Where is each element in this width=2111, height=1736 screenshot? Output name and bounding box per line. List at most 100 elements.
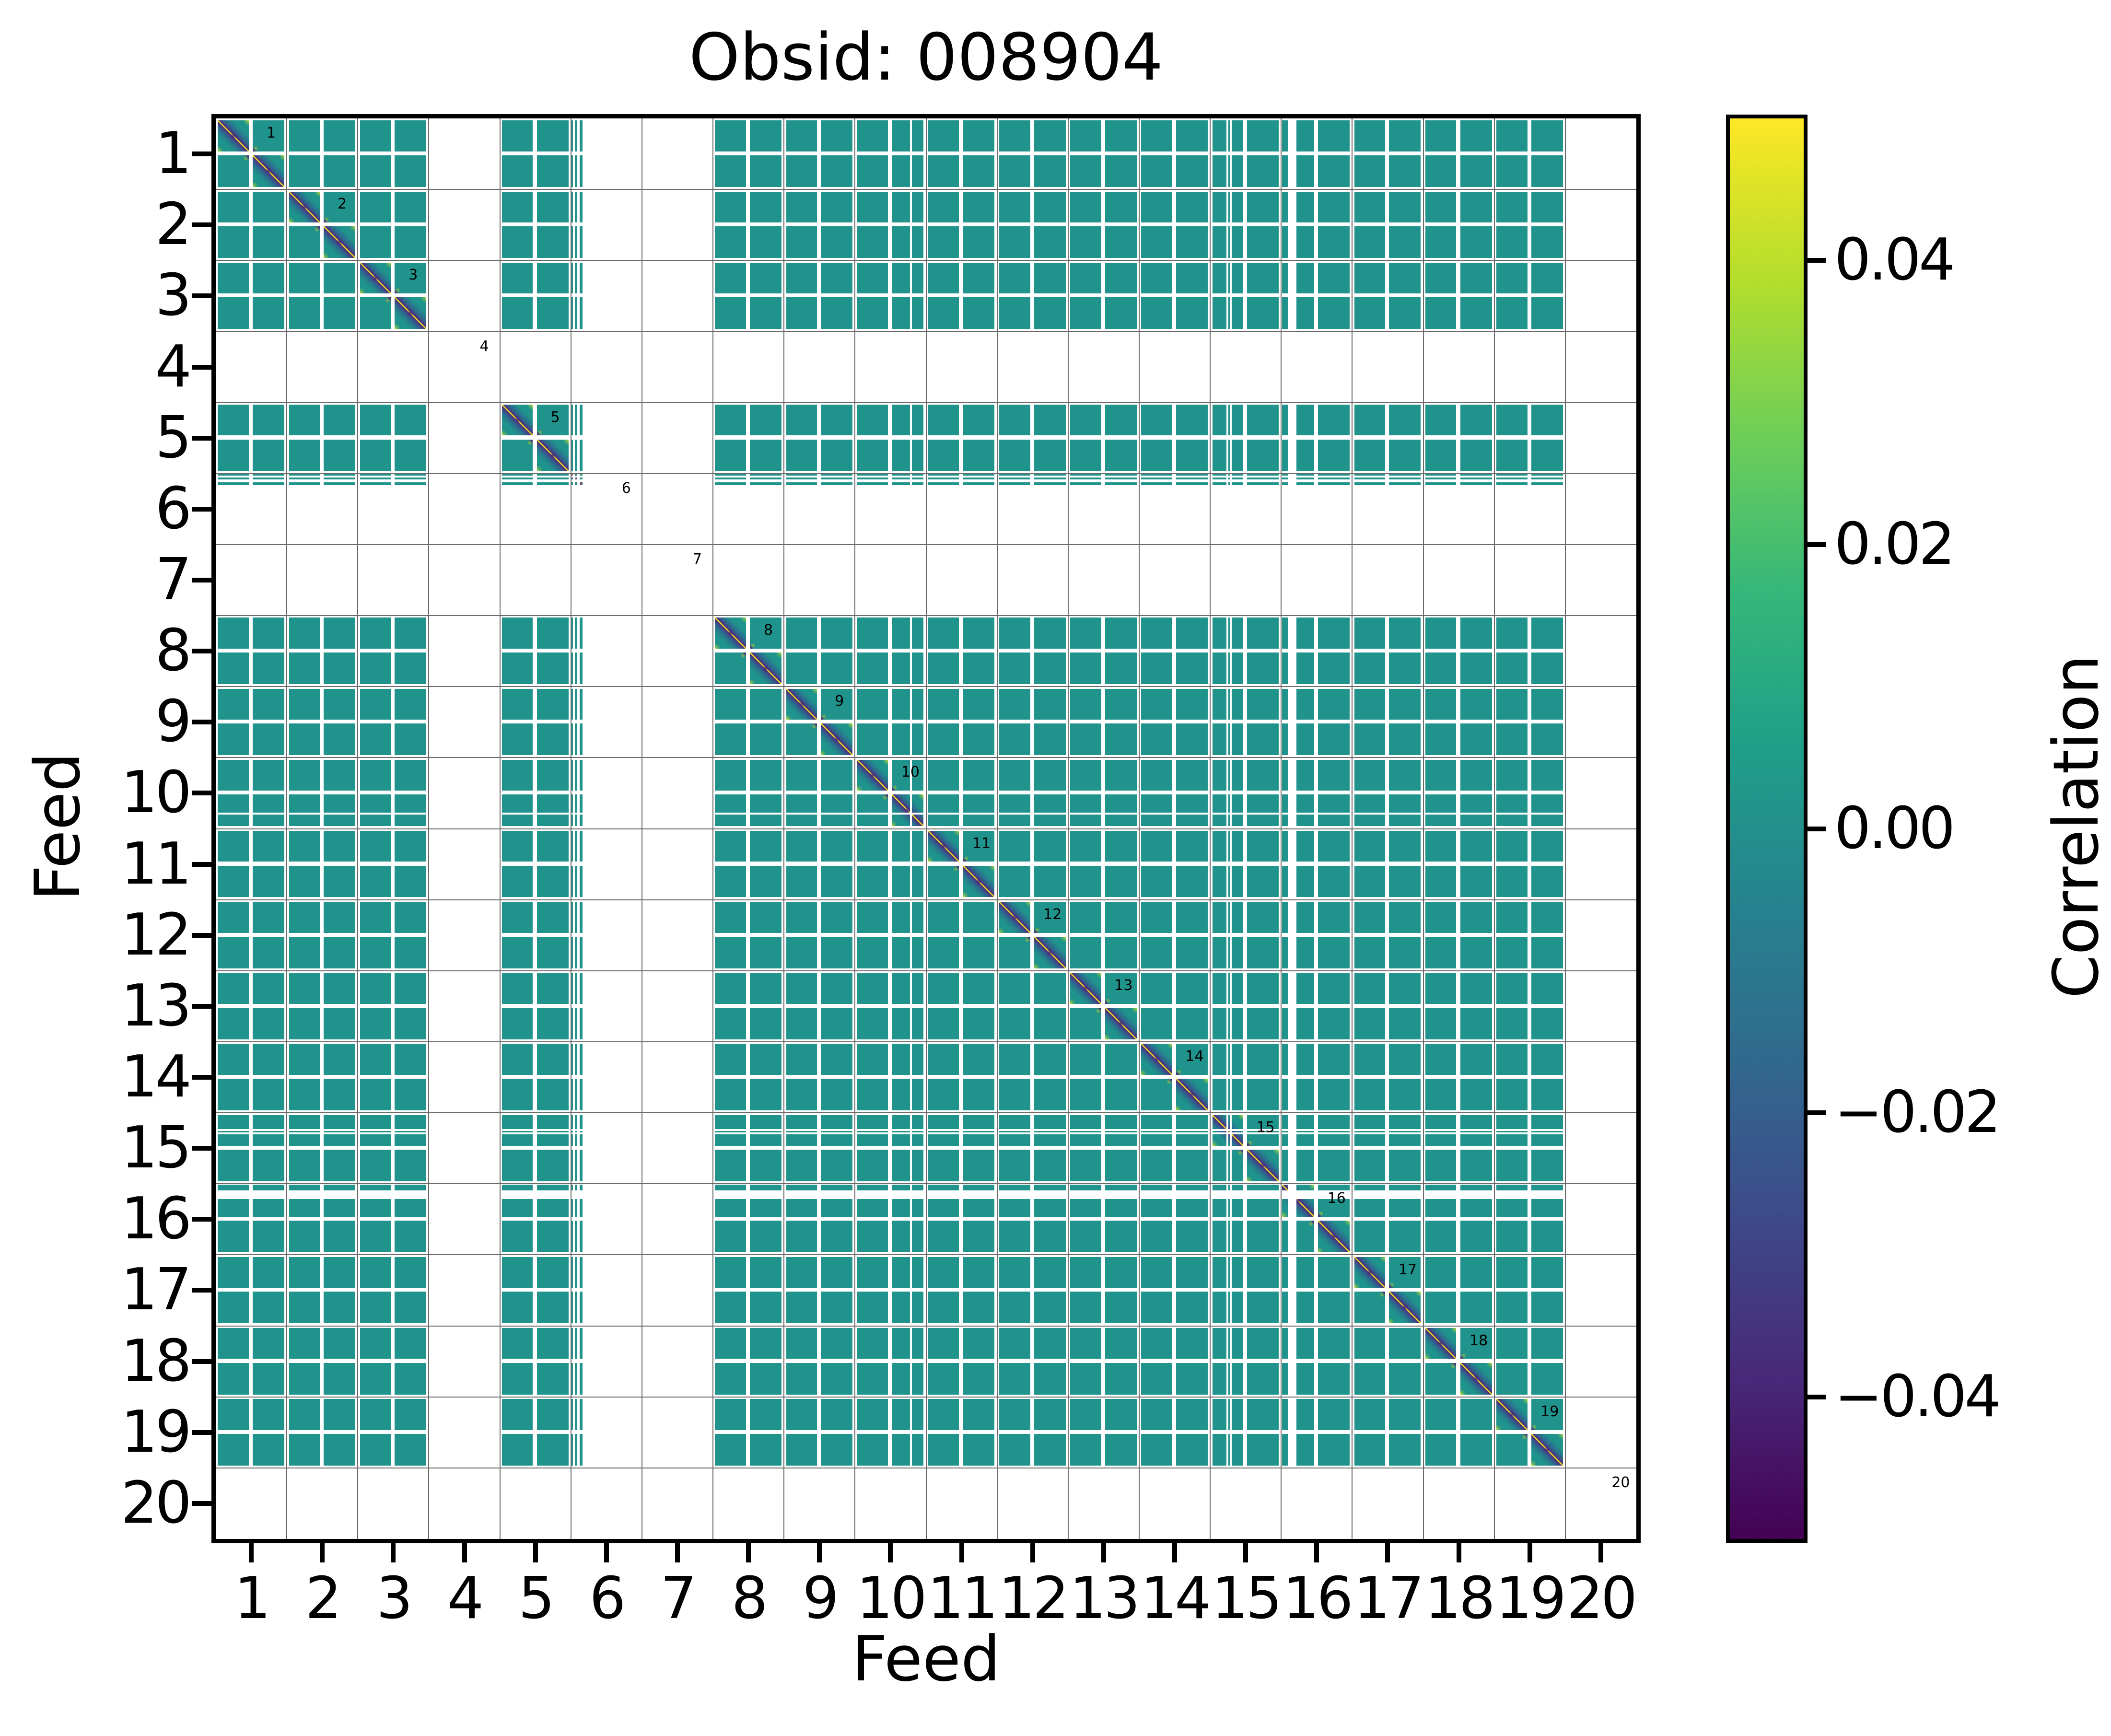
gridline-horizontal	[216, 899, 1636, 900]
x-tick-label: 17	[1353, 1565, 1424, 1632]
y-tick	[192, 932, 211, 938]
diagonal-corner-accent	[715, 652, 746, 684]
x-tick	[604, 1543, 609, 1562]
y-tick-label: 7	[155, 546, 192, 613]
y-tick-label: 17	[121, 1257, 192, 1324]
x-tick	[1243, 1543, 1248, 1562]
x-tick-label: 3	[376, 1565, 413, 1632]
colorbar	[1726, 115, 1808, 1543]
x-axis-label: Feed	[851, 1622, 1001, 1695]
x-tick-label: 6	[589, 1565, 626, 1632]
x-tick-label: 18	[1424, 1565, 1495, 1632]
diagonal-correlation-block	[1247, 1150, 1279, 1182]
y-tick-label: 9	[155, 688, 192, 756]
diagonal-correlation-block	[1389, 1292, 1421, 1324]
y-tick	[192, 1003, 211, 1009]
x-tick-label: 12	[998, 1565, 1069, 1632]
feed-annotation: 19	[1540, 1403, 1559, 1420]
x-tick-label: 13	[1069, 1565, 1141, 1632]
x-tick-label: 19	[1495, 1565, 1566, 1632]
feed-annotation: 1	[267, 125, 276, 142]
y-tick-label: 19	[121, 1398, 192, 1466]
gridline-vertical	[1352, 118, 1353, 1539]
y-tick-label: 16	[121, 1186, 192, 1253]
diagonal-correlation-block	[1496, 1399, 1528, 1430]
gridline-vertical	[1138, 118, 1140, 1539]
x-tick	[391, 1543, 396, 1562]
x-tick	[888, 1543, 893, 1562]
diagonal-corner-accent	[999, 936, 1030, 968]
diagonal-correlation-block	[1282, 1185, 1315, 1217]
diagonal-correlation-block	[963, 865, 995, 897]
y-tick-label: 4	[155, 333, 192, 400]
diagonal-correlation-block	[1176, 1078, 1208, 1110]
feed-annotation: 10	[901, 764, 920, 781]
heatmap-diagonal-layer	[216, 118, 1636, 1539]
diagonal-corner-accent	[1496, 1433, 1528, 1466]
gridline-horizontal	[216, 1183, 1636, 1185]
feed-annotation: 7	[692, 551, 702, 568]
diagonal-correlation-block	[1425, 1328, 1457, 1359]
diagonal-correlation-block	[218, 120, 249, 151]
diagonal-correlation-block	[360, 262, 391, 294]
diagonal-correlation-block	[324, 226, 356, 258]
y-tick-label: 11	[121, 830, 192, 897]
y-axis-label: Feed	[21, 752, 94, 901]
diagonal-corner-accent	[892, 759, 924, 791]
y-tick-label: 13	[121, 972, 192, 1039]
feed-annotation: 13	[1114, 977, 1133, 994]
x-tick	[533, 1543, 538, 1562]
colorbar-tick	[1808, 542, 1826, 547]
feed-annotation: 9	[835, 693, 844, 710]
y-tick	[192, 222, 211, 228]
diagonal-correlation-block	[857, 759, 888, 791]
y-tick	[192, 1501, 211, 1506]
diagonal-corner-accent	[1070, 1007, 1101, 1039]
diagonal-correlation-block	[1034, 936, 1066, 968]
heatmap-grid-layer	[216, 118, 1636, 1539]
x-tick-label: 10	[856, 1565, 927, 1632]
colorbar-tick	[1808, 1394, 1826, 1399]
diagonal-correlation-block	[1460, 1363, 1492, 1395]
x-tick-label: 7	[660, 1565, 697, 1632]
diagonal-corner-accent	[1034, 902, 1066, 933]
x-tick-label: 9	[802, 1565, 839, 1632]
feed-annotation: 8	[764, 622, 773, 639]
y-tick-label: 12	[121, 901, 192, 968]
x-tick	[746, 1543, 751, 1562]
gridline-vertical	[1067, 118, 1069, 1539]
x-tick-label: 16	[1282, 1565, 1353, 1632]
gridline-vertical	[1210, 118, 1211, 1539]
gridline-horizontal	[216, 828, 1636, 829]
diagonal-correlation-block	[395, 297, 427, 329]
gridline-horizontal	[216, 1325, 1636, 1327]
x-tick	[1527, 1543, 1532, 1562]
y-tick	[192, 862, 211, 867]
y-tick	[192, 1146, 211, 1151]
feed-annotation: 6	[621, 479, 631, 497]
gridline-horizontal	[216, 970, 1636, 971]
colorbar-label: Correlation	[2040, 654, 2111, 999]
y-tick	[192, 364, 211, 370]
y-tick-label: 18	[121, 1328, 192, 1395]
diagonal-correlation-block	[1354, 1257, 1386, 1288]
gridline-vertical	[1423, 118, 1424, 1539]
diagonal-correlation-block	[1105, 1007, 1137, 1039]
diagonal-corner-accent	[1389, 1257, 1421, 1288]
y-tick	[192, 791, 211, 796]
y-tick	[192, 151, 211, 157]
feed-annotation: 5	[550, 408, 560, 426]
diagonal-correlation-block	[253, 155, 284, 187]
diagonal-corner-accent	[218, 155, 249, 187]
colorbar-tick-label: 0.04	[1834, 227, 1955, 294]
x-tick	[1385, 1543, 1390, 1562]
gridline-horizontal	[216, 1041, 1636, 1042]
y-tick-label: 2	[155, 191, 192, 258]
colorbar-tick	[1808, 258, 1826, 263]
y-tick-label: 8	[155, 618, 192, 685]
y-tick	[192, 293, 211, 299]
colorbar-tick	[1808, 826, 1826, 831]
diagonal-correlation-block	[1070, 973, 1101, 1004]
diagonal-correlation-block	[715, 618, 746, 649]
